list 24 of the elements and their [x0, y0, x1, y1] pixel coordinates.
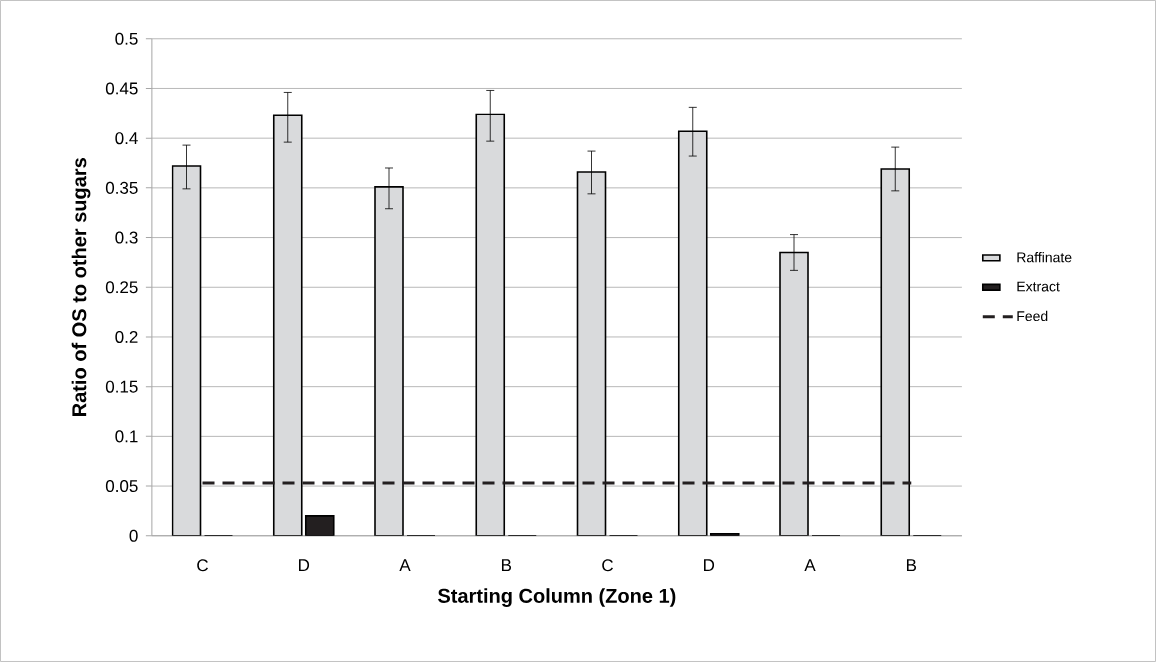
y-axis-title: Ratio of OS to other sugars	[71, 158, 91, 416]
y-tick-label: 0.4	[115, 132, 138, 145]
legend-label: Feed	[1017, 310, 1048, 322]
y-tick-label: 0.45	[105, 82, 138, 95]
x-tick-label: C	[602, 559, 613, 572]
y-tick-label: 0.05	[105, 480, 138, 493]
x-tick-label: C	[197, 559, 208, 572]
x-tick-label: B	[906, 559, 917, 571]
y-tick-label: 0.3	[115, 231, 138, 244]
x-tick-label: B	[501, 559, 512, 571]
y-tick-label: 0.35	[105, 181, 138, 194]
y-tick-label: 0.2	[115, 330, 138, 343]
legend-label: Raffinate	[1017, 252, 1072, 263]
y-tick-label: 0.25	[105, 281, 138, 294]
y-tick-label: 0.5	[115, 32, 138, 45]
x-tick-label: D	[704, 559, 715, 571]
legend-label: Extract	[1017, 281, 1060, 292]
x-tick-label: D	[299, 559, 310, 571]
x-tick-label: A	[399, 559, 411, 571]
x-tick-label: A	[804, 559, 816, 571]
x-axis-title: Starting Column (Zone 1)	[438, 588, 676, 607]
y-tick-label: 0.1	[115, 430, 138, 443]
y-tick-label: 0	[129, 529, 138, 542]
y-tick-label: 0.15	[105, 380, 138, 393]
